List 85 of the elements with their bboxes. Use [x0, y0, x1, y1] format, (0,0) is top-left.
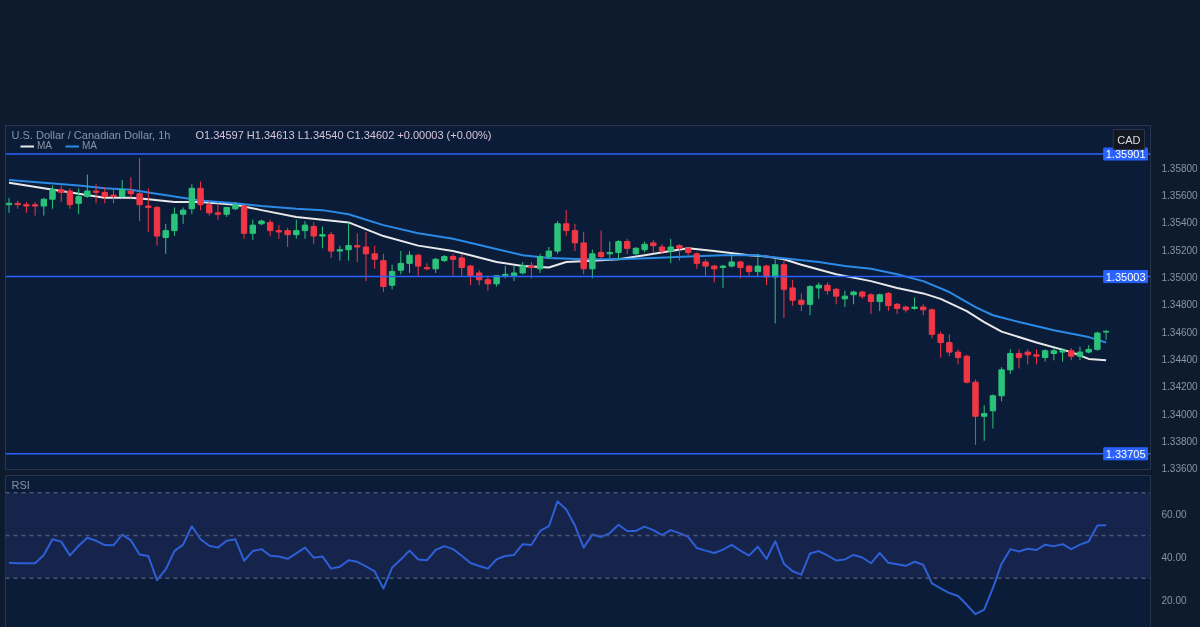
candlestick [66, 187, 74, 210]
legend-label: MA [82, 140, 98, 151]
y-axis-title: CAD [1117, 133, 1141, 146]
candlestick [249, 219, 256, 241]
y-tick-label: 60.00 [1161, 509, 1187, 521]
y-tick-label: 1.35400 [1161, 217, 1199, 229]
y-tick-label: 1.35200 [1161, 244, 1199, 256]
candlestick [371, 245, 378, 270]
y-tick-label: 1.34400 [1161, 353, 1199, 365]
candlestick [397, 250, 405, 275]
candlestick [536, 253, 544, 274]
candlestick [458, 253, 465, 277]
candlestick [615, 239, 622, 260]
candlestick [301, 220, 309, 240]
candlestick [362, 231, 370, 282]
candlestick [145, 187, 152, 233]
candlestick [179, 206, 187, 225]
candlestick [188, 183, 196, 215]
y-tick-label: 1.34200 [1161, 381, 1199, 393]
candlestick [563, 209, 570, 237]
y-tick-label: 1.35000 [1161, 272, 1199, 284]
y-tick-label: 1.35800 [1161, 162, 1199, 174]
candlestick [293, 219, 300, 240]
candlestick [162, 223, 169, 255]
candlestick [667, 238, 674, 264]
candlestick [406, 250, 413, 274]
ref-line-label: 1.35901 [1105, 148, 1146, 161]
candlestick [345, 221, 352, 262]
ref-line-label: 1.33705 [1105, 447, 1146, 460]
candlestick [319, 226, 326, 249]
candlestick [415, 253, 422, 277]
y-tick-label: 1.34000 [1161, 408, 1199, 420]
candlestick [284, 227, 291, 248]
chart-title: U.S. Dollar / Canadian Dollar, 1h [11, 128, 171, 141]
candlestick [310, 221, 317, 245]
candlestick [893, 302, 901, 315]
candlestick [841, 290, 849, 308]
y-tick-label: 1.33800 [1161, 435, 1199, 447]
chart-title: RSI [11, 478, 30, 491]
candlestick [84, 174, 91, 199]
candlestick [589, 249, 596, 279]
candlestick [354, 232, 361, 263]
candlestick [336, 245, 344, 262]
candlestick [388, 264, 396, 290]
candlestick [197, 180, 204, 211]
y-tick-label: 40.00 [1161, 551, 1187, 563]
candlestick [980, 404, 988, 442]
annotation: O1.34597 H1.34613 L1.34540 C1.34602 +0.00003 (+0.00%) [195, 128, 492, 141]
candlestick [127, 176, 135, 199]
candlestick [327, 231, 335, 259]
y-tick-label: 1.35600 [1161, 190, 1199, 202]
candlestick [954, 348, 962, 365]
candlestick [597, 230, 605, 260]
candlestick [754, 253, 761, 278]
legend-label: MA [37, 140, 53, 151]
candlestick [772, 258, 779, 324]
candlestick [484, 275, 492, 292]
candlestick [946, 333, 953, 357]
candlestick [49, 185, 56, 210]
candlestick [937, 331, 944, 359]
candlestick [885, 291, 892, 312]
candlestick [75, 187, 82, 215]
candlestick [510, 265, 518, 282]
candlestick [789, 279, 796, 307]
candlestick [275, 224, 283, 240]
candlestick [571, 223, 579, 252]
line-series [7, 500, 1108, 616]
y-tick-label: 1.33600 [1161, 463, 1199, 475]
candlestick [1102, 329, 1110, 341]
candlestick [136, 157, 143, 222]
candlestick [31, 201, 39, 217]
candlestick [989, 393, 997, 430]
y-tick-label: 1.34800 [1161, 299, 1199, 311]
candlestick [214, 202, 222, 221]
y-tick-label: 1.34600 [1161, 326, 1199, 338]
candlestick [449, 253, 457, 277]
candlestick [92, 183, 100, 204]
candlestick [1076, 346, 1084, 361]
candlestick [867, 292, 875, 315]
candlestick [171, 206, 178, 237]
candlestick [1007, 348, 1014, 375]
candlestick [806, 284, 814, 316]
y-tick-label: 20.00 [1161, 594, 1187, 606]
ref-line-label: 1.35003 [1105, 270, 1146, 283]
candlestick [1015, 348, 1023, 369]
